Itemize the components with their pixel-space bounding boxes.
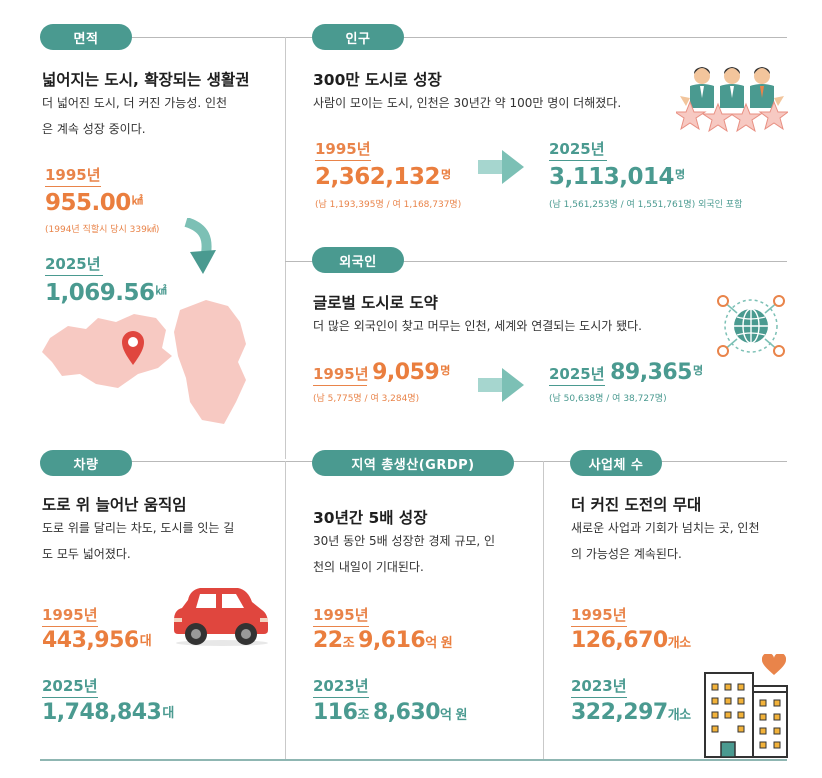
car-icon <box>174 588 268 646</box>
business-value-2023-number: 322,297 <box>571 700 668 725</box>
right-arrow-icon-2 <box>478 368 524 402</box>
foreigners-value-2025-number: 89,365 <box>610 360 692 385</box>
mid-rule-right <box>285 261 787 262</box>
foreigners-unit-1995: 명 <box>440 364 450 377</box>
foreigners-1995-row: 1995년 9,059명 <box>313 360 450 386</box>
vehicles-desc-line2: 도 모두 넓어졌다. <box>42 547 131 561</box>
area-value-1995: 955.00㎢ <box>45 190 143 216</box>
population-title: 300만 도시로 성장 <box>313 71 442 89</box>
foreigners-desc: 더 많은 외국인이 찾고 머무는 인천, 세계와 연결되는 도시가 됐다. <box>313 319 643 333</box>
top-rule-right <box>285 37 787 38</box>
foreigners-value-2025: 89,365명 <box>610 360 703 385</box>
vehicles-value-1995: 443,956대 <box>42 628 152 653</box>
foreigners-note-2025: (남 50,638명 / 여 38,727명) <box>549 394 667 404</box>
vehicles-value-1995-number: 443,956 <box>42 628 139 653</box>
grdp-value-1995: 22조 9,616억 원 <box>313 628 453 653</box>
vehicles-desc-line1: 도로 위를 달리는 차도, 도시를 잇는 길 <box>42 521 235 535</box>
area-desc-line2: 은 계속 성장 중이다. <box>42 122 146 136</box>
grdp-unit-1995-trillion: 조 <box>342 636 359 651</box>
business-value-1995: 126,670개소 <box>571 628 691 653</box>
divider-vertical-1 <box>285 37 286 459</box>
people-stars-icon <box>676 67 788 133</box>
vehicles-value-2025: 1,748,843대 <box>42 700 174 725</box>
divider-vertical-3 <box>543 461 544 759</box>
globe-network-icon <box>717 295 785 357</box>
area-unit-1995: ㎢ <box>131 194 143 207</box>
business-value-2023: 322,297개소 <box>571 700 691 725</box>
building-icon <box>704 672 788 758</box>
area-value-2025-number: 1,069.56 <box>45 280 155 306</box>
grdp-title: 30년간 5배 성장 <box>313 509 428 527</box>
foreigners-unit-2025: 명 <box>693 364 703 377</box>
business-title: 더 커진 도전의 무대 <box>571 496 702 514</box>
grdp-value-2023: 116조 8,630억 원 <box>313 700 467 725</box>
business-year-2023: 2023년 <box>571 675 627 698</box>
population-desc: 사람이 모이는 도시, 인천은 30년간 약 100만 명이 더해졌다. <box>313 96 622 110</box>
vehicles-unit-2025: 대 <box>162 706 174 721</box>
area-desc-line1: 더 넓어진 도시, 더 커진 가능성. 인천 <box>42 96 228 110</box>
population-value-2025: 3,113,014명 <box>549 164 685 190</box>
population-year-1995: 1995년 <box>315 138 371 161</box>
area-pill: 면적 <box>40 24 132 50</box>
area-unit-2025: ㎢ <box>155 284 167 297</box>
foreigners-title: 글로벌 도시로 도약 <box>313 294 438 312</box>
business-desc-line1: 새로운 사업과 기회가 넘치는 곳, 인천 <box>571 521 760 535</box>
incheon-map <box>42 300 246 424</box>
foreigners-value-1995: 9,059명 <box>372 360 450 385</box>
area-note-1995: (1994년 직할시 당시 339㎢) <box>45 225 160 235</box>
grdp-year-1995: 1995년 <box>313 604 369 627</box>
grdp-unit-2023-billion: 억 원 <box>440 708 467 723</box>
population-year-2025: 2025년 <box>549 138 607 161</box>
grdp-value-1995-billion: 9,616 <box>358 628 426 653</box>
grdp-unit-2023-trillion: 조 <box>357 708 373 723</box>
population-pill: 인구 <box>312 24 404 50</box>
heart-icon <box>762 654 786 675</box>
vehicles-pill: 차량 <box>40 450 132 476</box>
vehicles-year-1995: 1995년 <box>42 604 98 627</box>
grdp-value-2023-trillion: 116 <box>313 700 358 725</box>
population-value-1995: 2,362,132명 <box>315 164 451 190</box>
business-value-1995-number: 126,670 <box>571 628 668 653</box>
down-arrow-icon <box>184 218 216 274</box>
foreigners-pill: 외국인 <box>312 247 404 273</box>
population-unit-1995: 명 <box>441 168 451 181</box>
business-year-1995: 1995년 <box>571 604 627 627</box>
area-value-2025: 1,069.56㎢ <box>45 280 166 306</box>
foreigners-2025-row: 2025년 89,365명 <box>549 360 703 386</box>
vehicles-unit-1995: 대 <box>139 634 152 649</box>
population-note-2025: (남 1,561,253명 / 여 1,551,761명) 외국인 포함 <box>549 200 743 210</box>
bottom-rule <box>40 759 787 761</box>
divider-vertical-2 <box>285 461 286 759</box>
population-note-1995: (남 1,193,395명 / 여 1,168,737명) <box>315 200 462 210</box>
map-pin-icon <box>122 331 144 365</box>
grdp-desc-line1: 30년 동안 5배 성장한 경제 규모, 인 <box>313 534 496 548</box>
population-unit-2025: 명 <box>675 168 685 181</box>
area-year-1995: 1995년 <box>45 164 101 187</box>
business-pill: 사업체 수 <box>570 450 662 476</box>
vehicles-value-2025-number: 1,748,843 <box>42 700 162 725</box>
area-value-1995-number: 955.00 <box>45 190 131 216</box>
business-unit-2023: 개소 <box>667 708 691 723</box>
vehicles-title: 도로 위 늘어난 움직임 <box>42 496 187 514</box>
grdp-year-2023: 2023년 <box>313 675 369 698</box>
grdp-value-2023-billion: 8,630 <box>372 700 441 725</box>
business-desc-line2: 의 가능성은 계속된다. <box>571 547 682 561</box>
foreigners-value-1995-number: 9,059 <box>372 360 440 385</box>
top-rule-left <box>40 37 285 38</box>
area-title: 넓어지는 도시, 확장되는 생활권 <box>42 71 250 89</box>
grdp-desc-line2: 천의 내일이 기대된다. <box>313 560 424 574</box>
foreigners-year-2025: 2025년 <box>549 363 605 386</box>
grdp-value-1995-trillion: 22 <box>313 628 343 653</box>
vehicles-year-2025: 2025년 <box>42 675 98 698</box>
grdp-pill: 지역 총생산(GRDP) <box>312 450 514 476</box>
foreigners-year-1995: 1995년 <box>313 363 369 386</box>
grdp-unit-1995-billion: 억 원 <box>425 636 453 651</box>
business-unit-1995: 개소 <box>667 636 691 651</box>
right-arrow-icon <box>478 150 524 184</box>
population-value-1995-number: 2,362,132 <box>315 164 441 190</box>
area-year-2025: 2025년 <box>45 253 103 276</box>
population-value-2025-number: 3,113,014 <box>549 164 675 190</box>
foreigners-note-1995: (남 5,775명 / 여 3,284명) <box>313 394 420 404</box>
